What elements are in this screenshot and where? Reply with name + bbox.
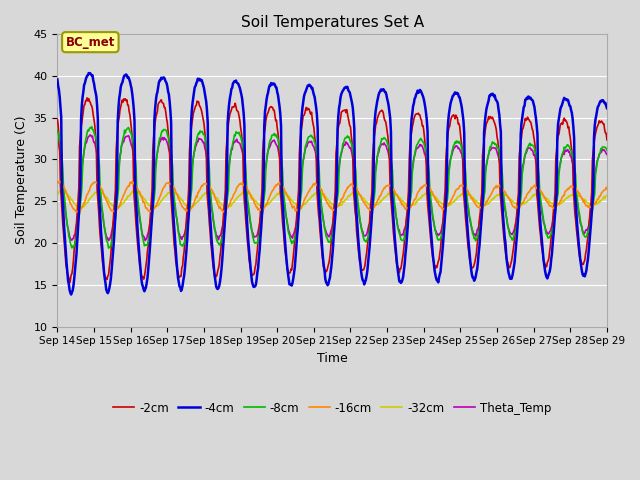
Line: -32cm: -32cm [58, 190, 607, 208]
Line: -8cm: -8cm [58, 127, 607, 248]
Title: Soil Temperatures Set A: Soil Temperatures Set A [241, 15, 424, 30]
Text: BC_met: BC_met [66, 36, 115, 48]
X-axis label: Time: Time [317, 352, 348, 365]
Line: -4cm: -4cm [58, 73, 607, 295]
Y-axis label: Soil Temperature (C): Soil Temperature (C) [15, 116, 28, 244]
Line: -2cm: -2cm [58, 98, 607, 283]
Line: -16cm: -16cm [58, 181, 607, 212]
Legend: -2cm, -4cm, -8cm, -16cm, -32cm, Theta_Temp: -2cm, -4cm, -8cm, -16cm, -32cm, Theta_Te… [109, 397, 556, 419]
Line: Theta_Temp: Theta_Temp [58, 135, 607, 240]
